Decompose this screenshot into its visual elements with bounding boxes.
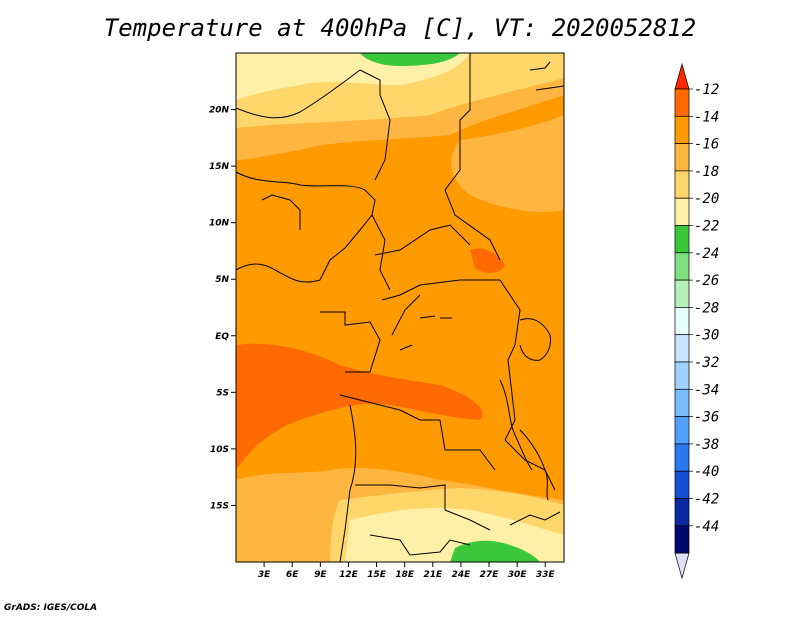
- lon-tick-label: 27E: [480, 570, 500, 580]
- colorbar-swatch: [674, 334, 690, 363]
- border-line: [320, 311, 381, 373]
- political-borders: [236, 53, 564, 562]
- colorbar-label: -38: [694, 437, 719, 453]
- colorbar-swatch: [674, 307, 690, 336]
- lat-tick-label: 20N: [209, 106, 230, 116]
- lon-tick-label: 15E: [367, 570, 387, 580]
- map-frame: [235, 52, 565, 563]
- colorbar-label: -12: [694, 82, 719, 98]
- border-line: [261, 194, 301, 230]
- colorbar-bottom-arrow: [674, 552, 690, 580]
- colorbar-label: -20: [694, 191, 719, 207]
- lat-tick-label: 10N: [209, 219, 230, 229]
- border-line: [499, 379, 533, 471]
- border-line: [499, 279, 521, 441]
- colorbar: -12 -14 -16 -18 -20 -22 -24 -26 -28 -30 -32 -34 -36 -…: [674, 62, 719, 580]
- border-line: [236, 214, 391, 291]
- border-line: [519, 318, 551, 361]
- colorbar-label: -30: [694, 328, 719, 344]
- lon-tick-label: 18E: [395, 570, 415, 580]
- field-south-band-22: [450, 540, 540, 562]
- border-line: [339, 404, 357, 562]
- border-line: [339, 394, 496, 471]
- border-line: [391, 294, 421, 336]
- lat-tick-label: 15S: [210, 501, 229, 511]
- lon-tick-label: 6E: [286, 570, 299, 580]
- border-line: [444, 53, 501, 261]
- colorbar-swatch: [674, 170, 690, 199]
- lon-tick-label: 33E: [536, 570, 556, 580]
- field-central-band-12: [470, 248, 505, 273]
- colorbar-label: -40: [694, 464, 719, 480]
- colorbar-label: -26: [694, 273, 719, 289]
- latitude-axis: 20N 15N 10N 5N EQ 5S 10S 15S: [209, 106, 236, 511]
- border-line: [369, 534, 471, 556]
- colorbar-label: -36: [694, 410, 719, 426]
- field-south-band-12: [236, 343, 483, 470]
- colorbar-label: -14: [694, 109, 719, 125]
- colorbar-label: -22: [694, 219, 719, 235]
- temperature-field: [236, 53, 564, 562]
- colorbar-swatch: [674, 388, 690, 417]
- border-line: [236, 171, 376, 216]
- longitude-axis: 3E 6E 9E 12E 15E 18E 21E 24E 27E 30E 33E: [258, 562, 556, 580]
- lat-tick-label: 5N: [215, 275, 229, 285]
- lat-tick-label: EQ: [215, 332, 229, 342]
- colorbar-label: -28: [694, 300, 719, 316]
- field-north-band-22: [360, 53, 460, 66]
- colorbar-swatch: [674, 525, 690, 554]
- colorbar-label: -34: [694, 382, 719, 398]
- border-line: [399, 315, 452, 351]
- border-line: [355, 484, 491, 531]
- border-line: [381, 279, 500, 301]
- colorbar-top-arrow: [674, 62, 690, 90]
- colorbar-swatch: [674, 197, 690, 226]
- lat-tick-label: 15N: [209, 162, 230, 172]
- map-title: Temperature at 400hPa [C], VT: 202005281…: [103, 14, 697, 42]
- colorbar-swatch: [674, 252, 690, 281]
- lon-tick-label: 30E: [508, 570, 528, 580]
- colorbar-swatch: [674, 225, 690, 254]
- colorbar-label: -42: [694, 492, 719, 508]
- colorbar-label: -44: [694, 519, 719, 535]
- lat-tick-label: 5S: [216, 388, 229, 398]
- colorbar-swatch: [674, 498, 690, 527]
- lon-tick-label: 3E: [258, 570, 271, 580]
- border-line: [504, 439, 556, 491]
- lat-tick-label: 10S: [210, 445, 229, 455]
- border-line: [509, 511, 561, 526]
- colorbar-swatch: [674, 361, 690, 390]
- colorbar-label: -16: [694, 137, 719, 153]
- colorbar-swatch: [674, 470, 690, 499]
- colorbar-label: -32: [694, 355, 719, 371]
- colorbar-swatch: [674, 115, 690, 144]
- lon-tick-label: 9E: [314, 570, 327, 580]
- border-line: [236, 69, 391, 181]
- colorbar-swatch: [674, 443, 690, 472]
- colorbar-label: -18: [694, 164, 719, 180]
- colorbar-swatch: [674, 416, 690, 445]
- colorbar-swatch: [674, 88, 690, 117]
- border-line: [529, 61, 564, 91]
- lon-tick-label: 21E: [423, 570, 443, 580]
- colorbar-swatch: [674, 279, 690, 308]
- border-line: [374, 224, 471, 256]
- lon-tick-label: 24E: [452, 570, 472, 580]
- colorbar-swatch: [674, 143, 690, 172]
- grads-credit: GrADS: IGES/COLA: [4, 603, 98, 613]
- field-northeast-band-16: [451, 115, 564, 212]
- colorbar-label: -24: [694, 246, 719, 262]
- border-line: [519, 429, 549, 501]
- lon-tick-label: 12E: [339, 570, 359, 580]
